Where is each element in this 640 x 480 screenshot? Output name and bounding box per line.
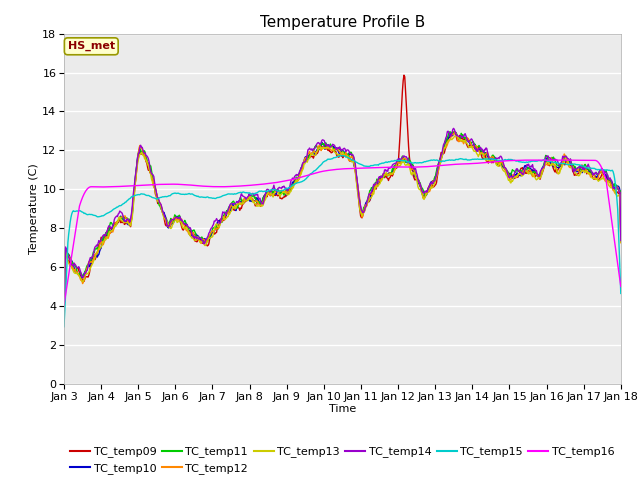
TC_temp11 [60, 313, 68, 319]
TC_temp14 [617, 238, 625, 243]
TC_temp16 [127, 183, 135, 189]
TC_temp14 [450, 125, 458, 131]
TC_temp11 [410, 166, 418, 171]
TC_temp15 [428, 157, 435, 163]
Line: TC_temp11: TC_temp11 [64, 132, 621, 316]
Line: TC_temp13: TC_temp13 [64, 135, 621, 316]
TC_temp11 [214, 226, 221, 232]
TC_temp16 [547, 157, 554, 163]
TC_temp16 [426, 164, 434, 169]
TC_temp12 [426, 187, 434, 192]
TC_temp13 [426, 185, 434, 191]
TC_temp13 [184, 227, 192, 233]
Legend: TC_temp09, TC_temp10, TC_temp11, TC_temp12, TC_temp13, TC_temp14, TC_temp15, TC_: TC_temp09, TC_temp10, TC_temp11, TC_temp… [66, 442, 619, 479]
TC_temp13 [214, 223, 221, 228]
TC_temp15 [127, 194, 135, 200]
TC_temp11 [617, 236, 625, 241]
Y-axis label: Temperature (C): Temperature (C) [29, 163, 40, 254]
TC_temp09 [214, 225, 221, 231]
TC_temp10 [410, 171, 418, 177]
Line: TC_temp15: TC_temp15 [64, 156, 621, 327]
TC_temp10 [70, 264, 78, 270]
TC_temp10 [214, 220, 221, 226]
TC_temp14 [214, 217, 221, 223]
Line: TC_temp14: TC_temp14 [64, 128, 621, 314]
TC_temp09 [127, 218, 135, 224]
TC_temp12 [127, 215, 135, 221]
TC_temp15 [70, 208, 78, 214]
TC_temp15 [337, 153, 344, 158]
Line: TC_temp09: TC_temp09 [64, 75, 621, 316]
TC_temp15 [214, 195, 221, 201]
Text: HS_met: HS_met [68, 41, 115, 51]
TC_temp16 [410, 164, 418, 170]
TC_temp16 [184, 182, 192, 188]
TC_temp14 [410, 167, 418, 172]
TC_temp11 [449, 129, 456, 135]
Line: TC_temp12: TC_temp12 [64, 132, 621, 316]
TC_temp09 [428, 183, 435, 189]
TC_temp10 [617, 236, 625, 242]
TC_temp12 [70, 268, 78, 274]
Title: Temperature Profile B: Temperature Profile B [260, 15, 425, 30]
TC_temp12 [60, 313, 68, 319]
TC_temp14 [184, 224, 192, 229]
TC_temp11 [184, 225, 192, 231]
TC_temp11 [70, 262, 78, 267]
TC_temp11 [426, 181, 434, 187]
TC_temp15 [617, 290, 625, 296]
TC_temp09 [411, 177, 419, 183]
Line: TC_temp16: TC_temp16 [64, 160, 621, 305]
TC_temp15 [60, 324, 68, 330]
TC_temp12 [410, 168, 418, 174]
TC_temp09 [70, 267, 78, 273]
TC_temp16 [617, 284, 625, 289]
TC_temp14 [70, 260, 78, 266]
TC_temp13 [617, 239, 625, 245]
TC_temp12 [617, 240, 625, 246]
TC_temp15 [411, 160, 419, 166]
TC_temp11 [127, 216, 135, 222]
TC_temp12 [214, 226, 221, 231]
TC_temp12 [184, 229, 192, 235]
TC_temp13 [127, 219, 135, 225]
TC_temp16 [60, 302, 68, 308]
TC_temp09 [60, 313, 68, 319]
TC_temp09 [617, 238, 625, 244]
TC_temp13 [452, 132, 460, 138]
TC_temp10 [127, 214, 135, 219]
TC_temp09 [184, 226, 192, 231]
Line: TC_temp10: TC_temp10 [64, 132, 621, 314]
TC_temp09 [400, 72, 408, 78]
TC_temp15 [184, 191, 192, 197]
TC_temp10 [452, 130, 460, 135]
X-axis label: Time: Time [329, 405, 356, 414]
TC_temp10 [60, 311, 68, 317]
TC_temp14 [127, 211, 135, 217]
TC_temp12 [451, 129, 459, 135]
TC_temp13 [410, 170, 418, 176]
TC_temp10 [184, 224, 192, 230]
TC_temp16 [70, 238, 78, 243]
TC_temp14 [426, 180, 434, 186]
TC_temp13 [60, 313, 68, 319]
TC_temp16 [214, 184, 221, 190]
TC_temp13 [70, 270, 78, 276]
TC_temp14 [60, 312, 68, 317]
TC_temp10 [426, 181, 434, 187]
